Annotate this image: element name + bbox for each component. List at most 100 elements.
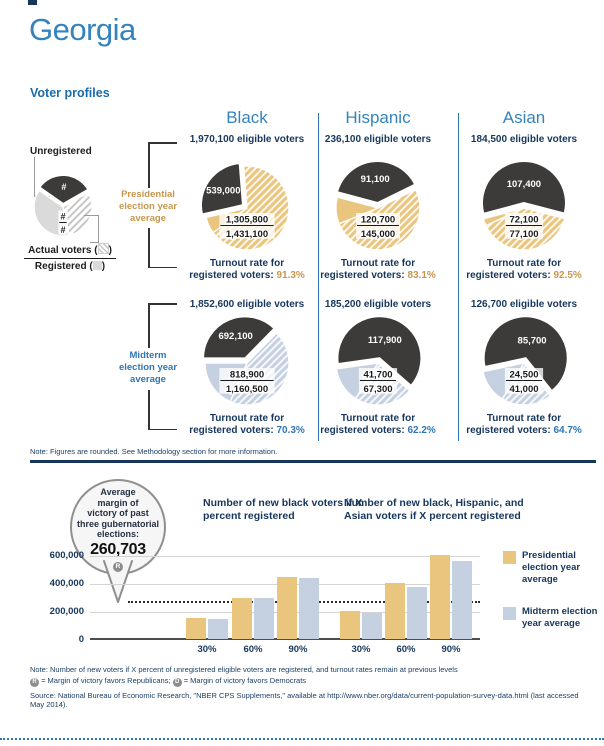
y-tick-200000: 200,000	[49, 606, 84, 617]
svg-text:77,100: 77,100	[509, 229, 538, 240]
svg-text:41,700: 41,700	[363, 370, 392, 381]
column-header-black: Black	[226, 108, 268, 127]
turnout-label: Turnout rate for registered voters: 91.3…	[189, 258, 305, 281]
svg-text:67,300: 67,300	[363, 384, 392, 395]
democrat-marker-icon: D	[172, 678, 182, 687]
bar-presidential-60%	[232, 597, 252, 639]
column-header-hispanic: Hispanic	[345, 108, 411, 127]
turnout-label: Turnout rate for registered voters: 92.5…	[466, 258, 582, 281]
pie-chart-black-presidential: 539,000 1,305,800 1,431,100	[199, 162, 290, 251]
key-connector	[90, 242, 99, 243]
bar-midterm-60%	[254, 598, 274, 639]
key-fraction: Actual voters Registered	[20, 243, 120, 273]
margin-value: 260,703	[90, 540, 146, 558]
eligible-voters-label: 236,100 eligible voters	[324, 134, 432, 145]
eligible-voters-label: 1,970,100 eligible voters	[189, 134, 305, 145]
key-actual-voters-label: Actual voters	[28, 245, 92, 256]
turnout-value: 91.3%	[276, 270, 305, 281]
bar-midterm-90%	[299, 577, 319, 639]
svg-text:#: #	[60, 225, 65, 235]
eligible-voters-label: 184,500 eligible voters	[470, 134, 578, 145]
midterm-legend-label: Midterm election year average	[522, 606, 598, 629]
republican-marker-icon: R	[113, 561, 123, 572]
svg-text:145,000: 145,000	[361, 229, 395, 240]
page-title: Georgia	[29, 12, 136, 47]
eligible-voters-label: 1,852,600 eligible voters	[189, 299, 305, 310]
bar-presidential-30%	[186, 618, 206, 639]
bracket-tick	[148, 303, 177, 305]
presidential-legend-swatch	[503, 551, 516, 564]
svg-text:41,000: 41,000	[509, 384, 538, 395]
turnout-value: 64.7%	[553, 425, 582, 436]
svg-text:1,431,100: 1,431,100	[226, 229, 268, 240]
footer-dotted-rule	[0, 738, 604, 740]
svg-text:72,100: 72,100	[509, 215, 538, 226]
bottom-note-2: R = Margin of victory favors Republicans…	[30, 676, 306, 687]
svg-text:1,160,500: 1,160,500	[226, 384, 268, 395]
republican-marker-icon: R	[30, 678, 39, 687]
solid-swatch-icon	[92, 261, 102, 270]
fraction-rule	[24, 258, 116, 259]
turnout-label: Turnout rate for registered voters: 83.1…	[320, 258, 436, 281]
bar-presidential-60%	[385, 583, 405, 639]
eligible-voters-label: 126,700 eligible voters	[470, 299, 578, 310]
eligible-voters-label: 185,200 eligible voters	[324, 299, 432, 310]
corner-mark	[28, 0, 37, 5]
turnout-value: 83.1%	[407, 270, 436, 281]
y-tick-600000: 600,000	[49, 550, 84, 561]
bottom-note-1: Note: Number of new voters if X percent …	[30, 665, 458, 674]
chart1-x-90: 90%	[288, 644, 308, 655]
pie-chart-hispanic-midterm: 117,900 41,700 67,300	[335, 315, 423, 406]
bar-midterm-90%	[452, 561, 472, 639]
key-connector	[98, 215, 99, 243]
svg-text:692,100: 692,100	[218, 331, 252, 342]
bracket-tick	[148, 428, 177, 430]
actual-voters-swatch	[91, 243, 112, 256]
bracket-tick	[148, 142, 177, 144]
chart2-x-90: 90%	[441, 644, 461, 655]
svg-text:#: #	[60, 211, 65, 221]
svg-text:91,100: 91,100	[361, 174, 390, 185]
bracket-line	[148, 142, 150, 188]
bracket-tick	[148, 266, 177, 268]
pie-chart-asian-presidential: 107,400 72,100 77,100	[480, 160, 567, 251]
section-title: Voter profiles	[30, 86, 110, 100]
svg-text:539,000: 539,000	[206, 186, 240, 197]
chart1-x-60: 60%	[243, 644, 263, 655]
column-divider	[318, 113, 319, 441]
key-registered-label: Registered	[34, 261, 87, 272]
bracket-line	[148, 390, 150, 430]
svg-text:85,700: 85,700	[518, 336, 547, 347]
figures-note: Note: Figures are rounded. See Methodolo…	[30, 447, 278, 456]
bar-presidential-90%	[277, 577, 297, 639]
svg-text:117,900: 117,900	[368, 335, 402, 346]
turnout-value: 70.3%	[276, 425, 305, 436]
column-divider	[458, 113, 459, 441]
callout-bubble	[70, 479, 166, 603]
chart2-title: Number of new black, Hispanic, and Asian…	[344, 497, 524, 522]
turnout-label: Turnout rate for registered voters: 64.7…	[466, 413, 582, 436]
chart2-x-30: 30%	[351, 644, 371, 655]
key-connector	[34, 157, 35, 197]
chart1-x-30: 30%	[197, 644, 217, 655]
bar-presidential-90%	[430, 555, 450, 639]
midterm-legend-swatch	[503, 607, 516, 620]
presidential-row-label: Presidential election year average	[106, 189, 190, 225]
svg-text:120,700: 120,700	[361, 215, 395, 226]
y-tick-0: 0	[78, 634, 84, 645]
key-unregistered-label: Unregistered	[30, 146, 92, 157]
svg-text:107,400: 107,400	[507, 179, 541, 190]
svg-text:1,305,800: 1,305,800	[226, 215, 268, 226]
bracket-line	[148, 303, 150, 348]
bracket-line	[148, 228, 150, 268]
bar-midterm-30%	[362, 613, 382, 639]
presidential-legend-label: Presidential election year average	[522, 550, 581, 585]
registered-swatch	[87, 261, 105, 272]
section-rule	[30, 460, 596, 463]
turnout-value: 62.2%	[407, 425, 436, 436]
pie-chart-asian-midterm: 85,700 24,500 41,000	[482, 315, 569, 406]
x-axis	[90, 638, 480, 640]
chart2-x-60: 60%	[396, 644, 416, 655]
turnout-label: Turnout rate for registered voters: 62.2…	[320, 413, 436, 436]
